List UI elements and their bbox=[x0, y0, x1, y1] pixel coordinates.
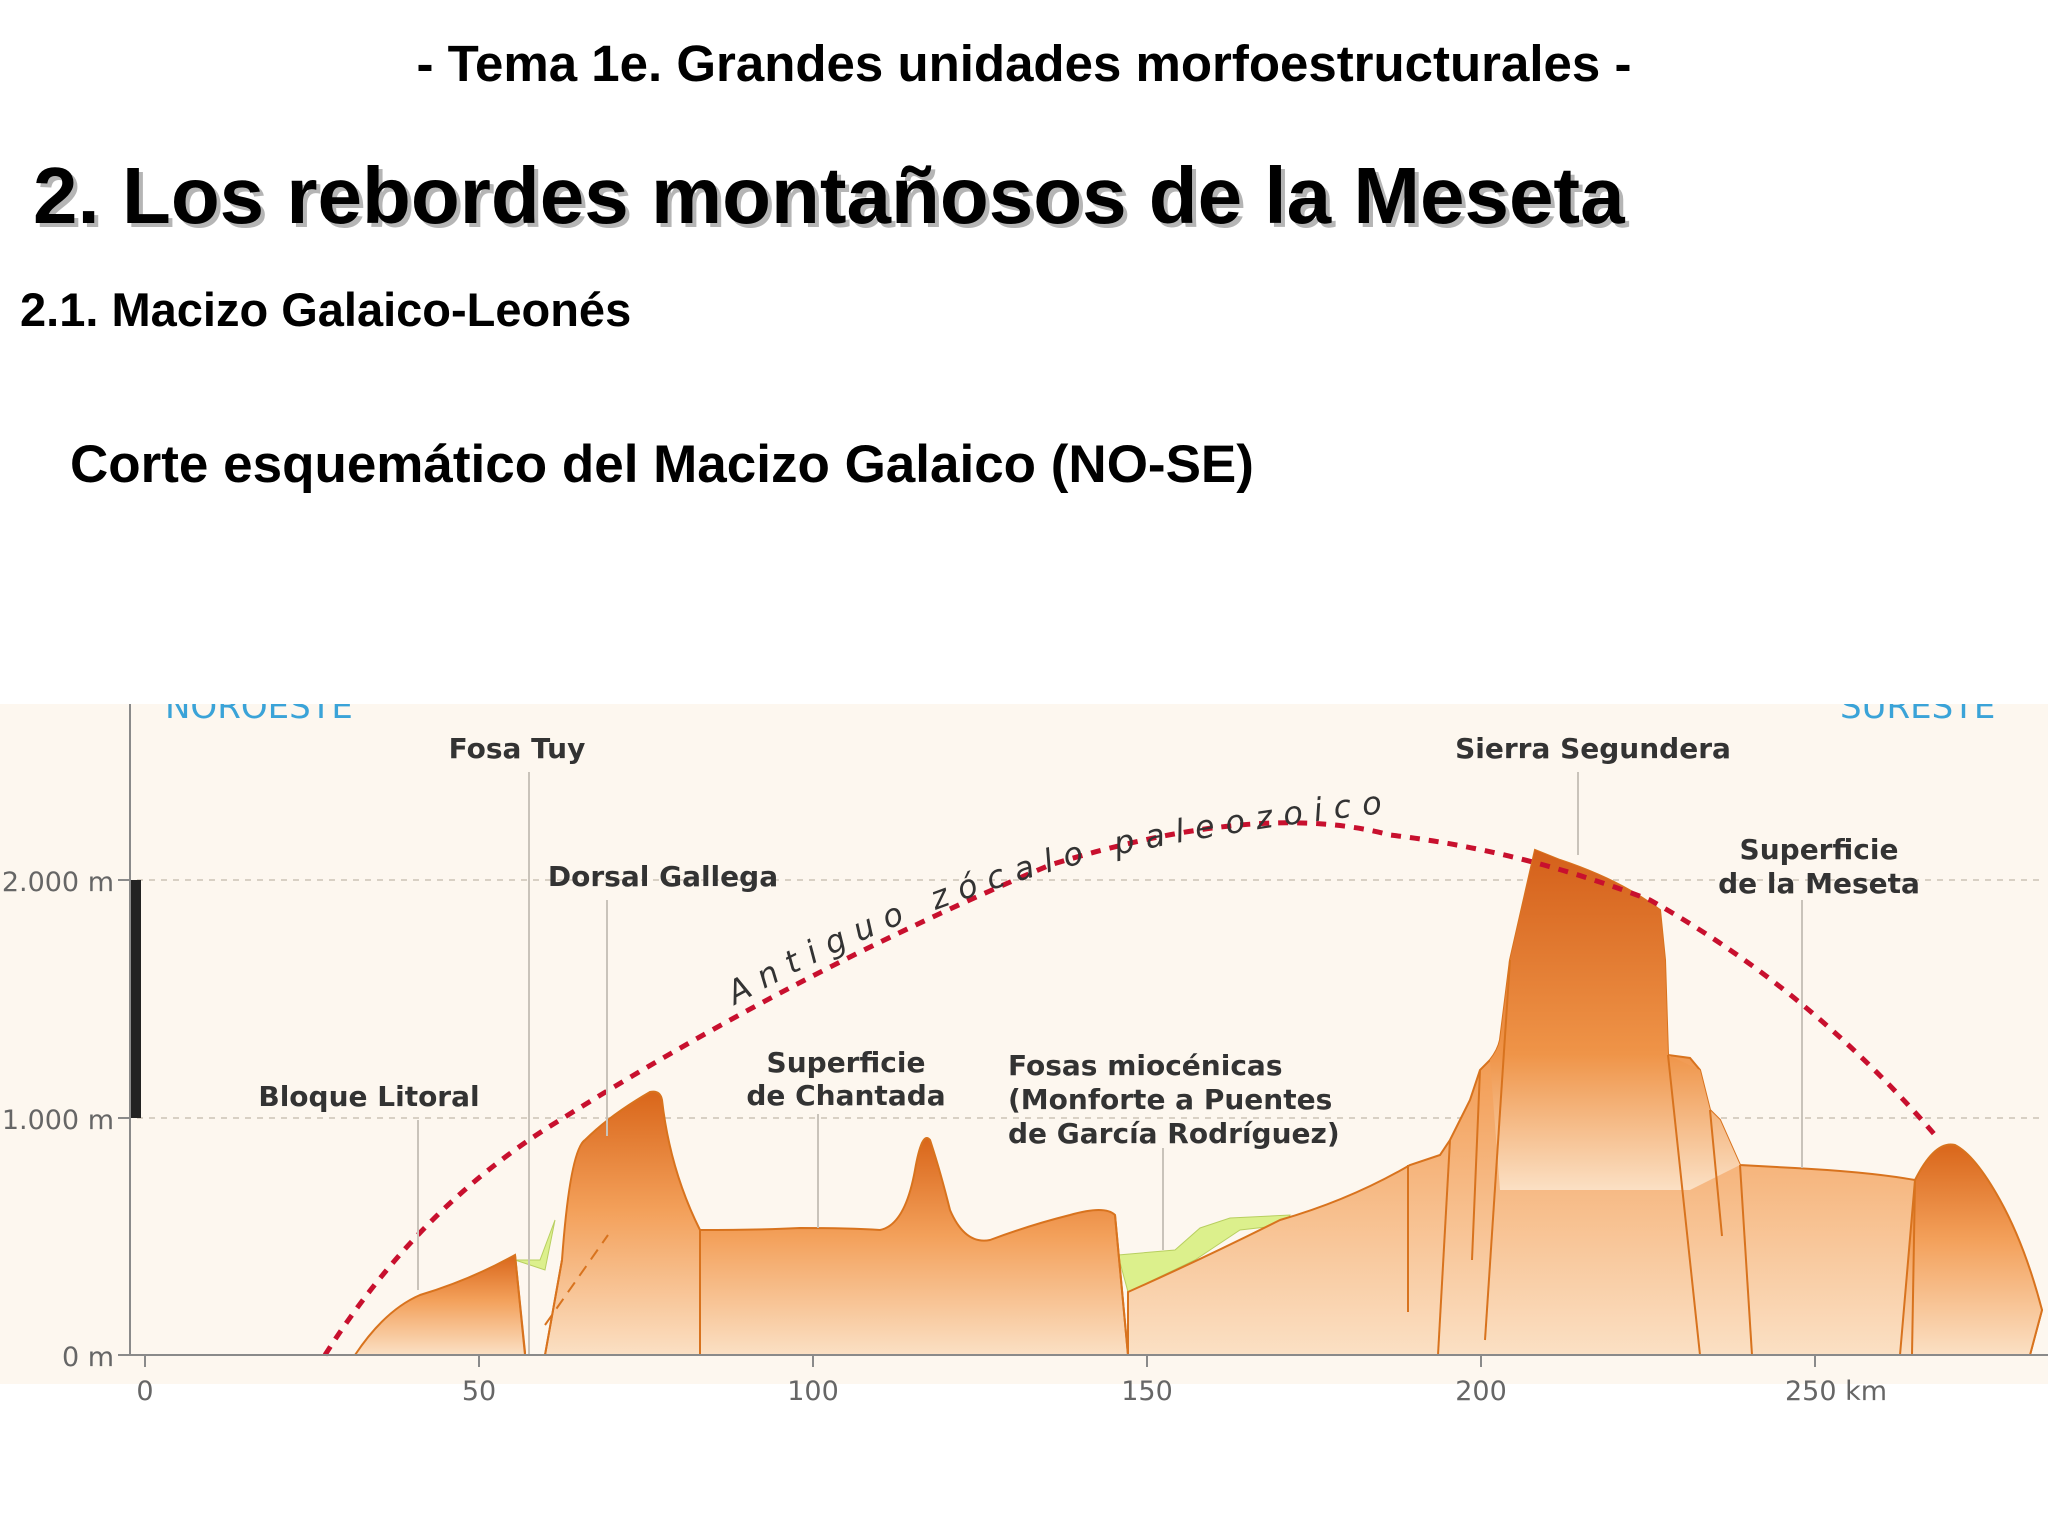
y-axis-scale-bar bbox=[131, 880, 141, 1118]
label-bloque-litoral: Bloque Litoral bbox=[258, 1080, 479, 1113]
fault-line-9 bbox=[1667, 1054, 1701, 1356]
fault-line-12 bbox=[1911, 1179, 1916, 1356]
direction-noroeste: NOROESTE bbox=[165, 700, 353, 727]
cross-section-diagram: NOROESTE SURESTE 2.000 m 1.000 m 0 m bbox=[0, 687, 2048, 1460]
subsection-title: 2.1. Macizo Galaico-Leonés bbox=[20, 283, 632, 336]
sediment-fosa-tuy bbox=[514, 1219, 556, 1271]
diagram-caption: Corte esquemático del Macizo Galaico (NO… bbox=[70, 435, 1254, 494]
x-label-50: 50 bbox=[462, 1376, 496, 1407]
terrain-superficie-chantada bbox=[699, 1137, 1130, 1356]
terrain-meseta-outlier bbox=[1898, 1143, 2044, 1356]
diagram-top-mask bbox=[0, 700, 2048, 704]
x-label-0: 0 bbox=[136, 1376, 153, 1407]
label-fosas-line1: Fosas miocénicas bbox=[1008, 1049, 1283, 1082]
fault-line-11 bbox=[1739, 1164, 1753, 1356]
topic-title: - Tema 1e. Grandes unidades morfoestruct… bbox=[416, 35, 1632, 92]
y-label-1000: 1.000 m bbox=[2, 1105, 114, 1136]
terrain-segundera-peak bbox=[1490, 850, 1740, 1190]
fault-line-4 bbox=[1114, 1214, 1129, 1356]
fault-line-7 bbox=[1471, 1069, 1481, 1261]
label-sierra-segundera: Sierra Segundera bbox=[1455, 732, 1731, 765]
label-chantada-line2: de Chantada bbox=[746, 1079, 945, 1112]
label-meseta-line2: de la Meseta bbox=[1718, 867, 1920, 900]
x-label-100: 100 bbox=[787, 1376, 839, 1407]
label-fosas-line2: (Monforte a Puentes bbox=[1008, 1083, 1332, 1116]
fault-line-6 bbox=[1437, 1139, 1451, 1356]
direction-sureste: SURESTE bbox=[1840, 700, 1995, 727]
terrain-bloque-litoral bbox=[353, 1253, 526, 1356]
fault-line-2 bbox=[514, 1254, 526, 1356]
label-dorsal-gallega: Dorsal Gallega bbox=[548, 860, 778, 893]
section-title: 2. Los rebordes montañosos de la Meseta bbox=[33, 151, 1625, 240]
fault-line-dashed bbox=[544, 1234, 609, 1326]
fault-line-10 bbox=[1709, 1109, 1723, 1237]
label-fosas-line3: de García Rodríguez) bbox=[1008, 1117, 1340, 1150]
fault-line-8 bbox=[1484, 959, 1511, 1341]
cross-section-svg: NOROESTE SURESTE 2.000 m 1.000 m 0 m bbox=[0, 687, 2048, 1407]
label-meseta-line1: Superficie bbox=[1740, 833, 1899, 866]
terrain-dorsal-gallega bbox=[543, 1090, 701, 1356]
paleozoic-arc bbox=[322, 820, 1937, 1357]
x-label-150: 150 bbox=[1121, 1376, 1173, 1407]
label-chantada-line1: Superficie bbox=[767, 1046, 926, 1079]
x-label-200: 200 bbox=[1455, 1376, 1507, 1407]
label-fosa-tuy: Fosa Tuy bbox=[449, 732, 586, 765]
y-label-0: 0 m bbox=[62, 1342, 114, 1373]
x-label-250: 250 km bbox=[1785, 1376, 1887, 1407]
fault-line-1 bbox=[544, 1259, 563, 1356]
y-label-2000: 2.000 m bbox=[2, 867, 114, 898]
